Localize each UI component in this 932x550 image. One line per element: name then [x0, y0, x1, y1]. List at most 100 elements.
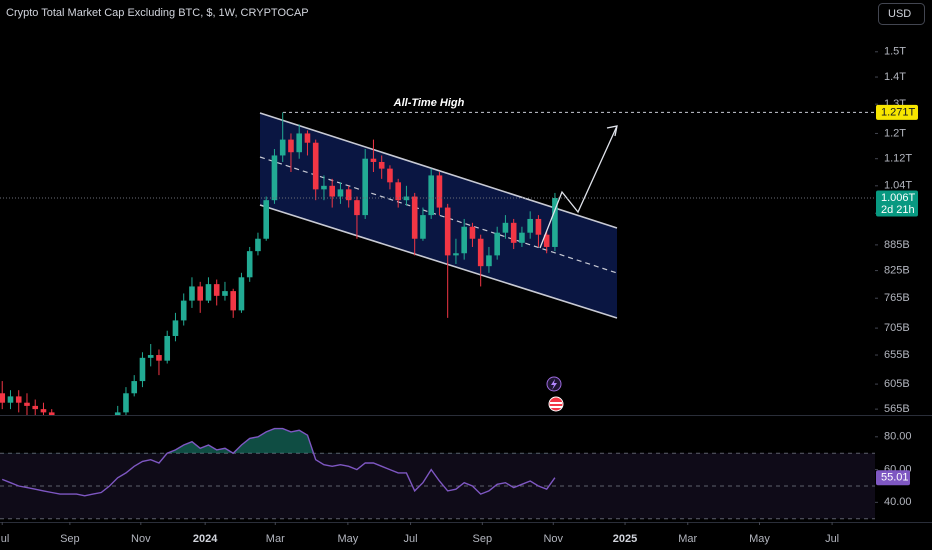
candle-body	[552, 197, 558, 247]
candle-body	[230, 291, 237, 311]
candle-body	[172, 320, 179, 336]
x-tick-label: Nov	[543, 533, 563, 545]
y-tick-label: 1.04T	[884, 180, 912, 192]
rsi-badge-label: 55.01	[881, 472, 909, 484]
candle-body	[246, 251, 253, 278]
x-tick-label: 2025	[613, 533, 637, 545]
ath-text: All-Time High	[393, 97, 465, 109]
candle-body	[469, 226, 476, 239]
candle-body	[428, 175, 434, 216]
axes: 1.5T1.4T1.3T1.2T1.12T1.04T965B885B825B76…	[0, 46, 918, 545]
candles	[0, 112, 558, 415]
candle-body	[378, 161, 385, 169]
y-tick-label: 885B	[884, 239, 910, 251]
y-tick-label: 655B	[884, 349, 910, 361]
candle-body	[180, 300, 187, 321]
y-tick-label: 1.5T	[884, 46, 906, 58]
candle-body	[15, 396, 22, 403]
candle-body	[312, 142, 319, 190]
candle-body	[213, 284, 220, 296]
candle-body	[535, 218, 542, 235]
candle-body	[411, 196, 418, 239]
rsi-overbought-fill	[2, 428, 555, 454]
price-badge-label: 1.006T	[881, 192, 916, 204]
x-tick-label: Nov	[131, 533, 151, 545]
candle-body	[189, 286, 195, 301]
ath-badge-label: 1.271T	[881, 106, 916, 118]
candle-body	[114, 412, 121, 415]
candle-body	[436, 175, 443, 208]
event-icon-bolt	[551, 379, 557, 390]
x-tick-label: Mar	[266, 533, 285, 545]
x-tick-label: Mar	[678, 533, 697, 545]
candle-body	[205, 284, 212, 301]
candle-body	[444, 207, 451, 256]
x-tick-label: May	[337, 533, 358, 545]
candle-body	[354, 200, 360, 216]
x-tick-label: Jul	[404, 533, 418, 545]
candle-body	[337, 189, 344, 197]
candle-body	[279, 139, 286, 156]
candle-body	[321, 185, 327, 190]
currency-label[interactable]: USD	[888, 8, 911, 20]
candle-body	[147, 355, 154, 358]
candle-body	[370, 158, 377, 162]
x-tick-label: Jul	[0, 533, 9, 545]
candle-body	[48, 412, 55, 415]
candle-body	[527, 218, 533, 233]
candle-body	[0, 393, 6, 403]
candle-body	[222, 291, 228, 296]
x-tick-label: May	[749, 533, 770, 545]
rsi-pane	[0, 427, 875, 520]
candle-body	[40, 409, 47, 413]
y-tick-label: 1.2T	[884, 127, 906, 139]
x-tick-label: Jul	[825, 533, 839, 545]
rsi-line	[1, 427, 556, 497]
candle-body	[345, 189, 352, 201]
candle-body	[164, 335, 171, 361]
candle-body	[510, 222, 517, 243]
candle-body	[131, 381, 138, 394]
candle-body	[395, 182, 401, 201]
candle-body	[420, 215, 426, 239]
chart-title: Crypto Total Market Cap Excluding BTC, $…	[6, 7, 309, 19]
projection-arrow	[539, 125, 618, 249]
candle-body	[139, 357, 146, 382]
candle-body	[197, 286, 204, 301]
candle-body	[403, 196, 410, 201]
rsi-tick-label: 80.00	[884, 431, 912, 443]
flag-stripe	[550, 406, 562, 408]
candle-body	[453, 253, 459, 256]
candle-body	[543, 234, 550, 247]
flag-stripe	[550, 402, 562, 404]
candle-body	[32, 405, 39, 410]
candle-body	[304, 133, 311, 143]
arrow-head	[606, 125, 618, 137]
y-tick-label: 1.4T	[884, 71, 906, 83]
candle-body	[486, 255, 492, 267]
candle-body	[7, 396, 14, 403]
candle-body	[271, 155, 278, 201]
candle-body	[494, 232, 500, 256]
currency-button[interactable]	[878, 3, 925, 25]
channel-fill	[260, 113, 617, 318]
candle-body	[519, 232, 525, 243]
rsi-tick-label: 40.00	[884, 496, 912, 508]
x-tick-label: 2024	[193, 533, 218, 545]
y-tick-label: 825B	[884, 264, 910, 276]
channel-bottom	[259, 204, 618, 319]
y-tick-label: 1.12T	[884, 153, 912, 165]
candle-body	[24, 402, 30, 406]
candle-body	[156, 355, 162, 361]
candle-body	[362, 158, 368, 216]
ath-badge	[876, 104, 918, 120]
y-tick-label: 705B	[884, 322, 910, 334]
price-badge	[876, 190, 918, 217]
rsi-badge	[876, 470, 910, 486]
countdown-label: 2d 21h	[881, 204, 915, 216]
x-tick-label: Sep	[473, 533, 493, 545]
candle-body	[238, 277, 245, 311]
